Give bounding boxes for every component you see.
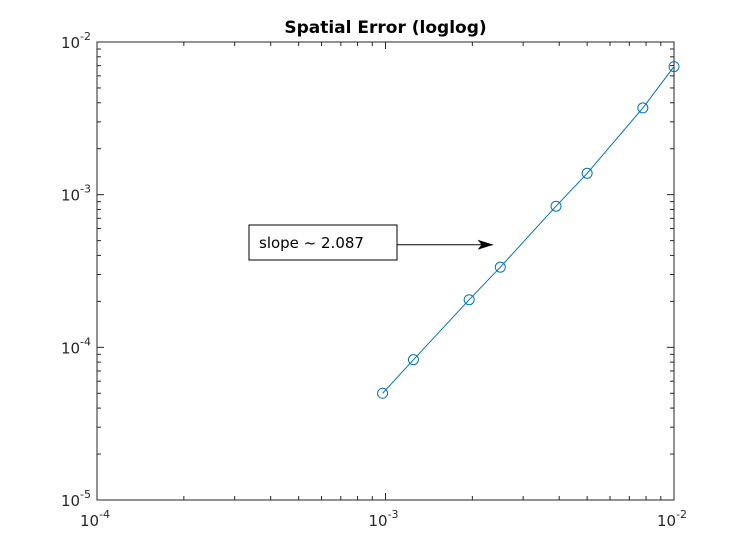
axis-ticks xyxy=(96,41,675,501)
data-point-marker xyxy=(463,294,475,306)
y-tick-label: 10-4 xyxy=(61,335,91,357)
y-tick-label: 10-5 xyxy=(61,488,91,510)
x-tick-label: 10-4 xyxy=(80,508,110,530)
chart-title: Spatial Error (loglog) xyxy=(284,18,486,38)
data-point-marker xyxy=(581,167,593,179)
x-tick-label: 10-3 xyxy=(368,508,398,530)
data-point-marker xyxy=(550,200,562,212)
data-point-marker xyxy=(494,261,506,273)
slope-label: slope ~ 2.087 xyxy=(259,234,364,252)
slope-label-box xyxy=(248,224,398,261)
data-point-marker xyxy=(637,102,649,114)
series-line xyxy=(382,66,675,394)
data-series xyxy=(377,61,680,399)
data-point-marker xyxy=(407,354,419,366)
axis-tick-labels: 10-4 10-3 10-210-510-410-310-2 xyxy=(61,30,687,530)
data-point-marker xyxy=(668,61,680,73)
y-tick-label: 10-2 xyxy=(61,30,91,52)
data-point-marker xyxy=(377,387,389,399)
x-tick-label: 10-2 xyxy=(657,508,687,530)
plot-area xyxy=(96,41,675,501)
y-tick-label: 10-3 xyxy=(61,183,91,205)
slope-annotation: slope ~ 2.087 xyxy=(248,224,494,261)
